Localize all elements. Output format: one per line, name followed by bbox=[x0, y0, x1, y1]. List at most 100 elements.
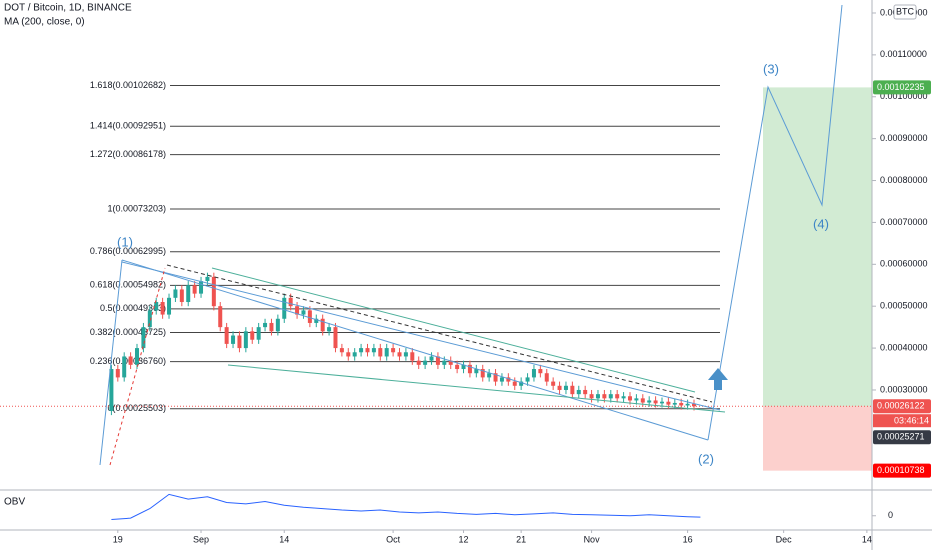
wave-label: (1) bbox=[117, 234, 133, 249]
stop-tag bbox=[873, 463, 931, 478]
candle-body bbox=[352, 352, 357, 357]
candle-body bbox=[653, 400, 658, 404]
candle-body bbox=[493, 373, 498, 382]
candle-body bbox=[679, 402, 684, 406]
candle-body bbox=[122, 356, 127, 378]
x-tick-label: 19 bbox=[113, 534, 123, 544]
candle-body bbox=[211, 276, 216, 307]
candle-body bbox=[627, 396, 632, 401]
candle-body bbox=[647, 400, 652, 403]
candle-body bbox=[307, 310, 312, 323]
candle-body bbox=[455, 364, 460, 370]
candle-body bbox=[135, 348, 140, 365]
candle-body bbox=[167, 297, 172, 315]
candle-body bbox=[525, 377, 530, 382]
fib-label: 1(0.00073203) bbox=[107, 203, 166, 213]
candle-body bbox=[467, 364, 472, 374]
candle-body bbox=[346, 352, 351, 357]
wave-label: (4) bbox=[813, 216, 829, 231]
candle-body bbox=[288, 297, 293, 307]
candle-body bbox=[218, 306, 223, 328]
countdown-tag bbox=[873, 414, 931, 428]
symbol-title: DOT / Bitcoin, 1D, BINANCE bbox=[4, 3, 132, 14]
candle-body bbox=[538, 369, 543, 374]
candle-body bbox=[263, 322, 268, 328]
candle-body bbox=[621, 396, 626, 399]
candle-body bbox=[416, 360, 421, 365]
x-tick-label: Nov bbox=[584, 534, 601, 544]
candle-body bbox=[199, 281, 204, 294]
candle-body bbox=[410, 352, 415, 361]
candle-body bbox=[576, 389, 581, 395]
obv-tick-label: 0 bbox=[888, 510, 893, 520]
candle-body bbox=[141, 327, 146, 349]
candle-body bbox=[666, 401, 671, 405]
candle-body bbox=[224, 327, 229, 344]
candle-body bbox=[160, 302, 165, 315]
candle-body bbox=[397, 352, 402, 357]
target-zone bbox=[763, 87, 872, 407]
candle-body bbox=[256, 327, 261, 340]
candle-body bbox=[391, 348, 396, 353]
channel-line bbox=[211, 267, 696, 393]
candle-body bbox=[474, 369, 479, 374]
fib-label: 0.618(0.00054982) bbox=[90, 280, 166, 290]
y-tick-label: 0.00030000 bbox=[880, 384, 928, 394]
candle-body bbox=[147, 310, 152, 328]
candle-body bbox=[583, 389, 588, 395]
candle-body bbox=[557, 385, 562, 390]
candle-body bbox=[384, 348, 389, 357]
candle-body bbox=[186, 285, 191, 303]
candle-body bbox=[179, 289, 184, 303]
candle-body bbox=[672, 402, 677, 405]
x-tick-label: 14 bbox=[279, 534, 289, 544]
obv-line bbox=[111, 493, 701, 521]
candle-body bbox=[640, 398, 645, 403]
y-tick-label: 0.00070000 bbox=[880, 217, 928, 227]
fib-label: 1.618(0.00102682) bbox=[90, 80, 166, 90]
candle-body bbox=[250, 331, 255, 340]
channel-line bbox=[121, 261, 721, 411]
candle-body bbox=[429, 356, 434, 361]
fib-label: 0(0.00025503) bbox=[107, 403, 166, 413]
candle-body bbox=[237, 335, 242, 349]
candle-body bbox=[499, 377, 504, 382]
candle-body bbox=[519, 381, 524, 386]
candle-body bbox=[333, 327, 338, 349]
candle-body bbox=[301, 310, 306, 315]
wave-label: (2) bbox=[698, 451, 714, 466]
fib-label: 0.382(0.00043725) bbox=[90, 327, 166, 337]
trend-line bbox=[166, 264, 713, 403]
candle-body bbox=[442, 360, 447, 365]
candle-body bbox=[371, 348, 376, 353]
candle-body bbox=[589, 394, 594, 399]
x-tick-label: Oct bbox=[386, 534, 401, 544]
x-tick-label: 16 bbox=[683, 534, 693, 544]
candle-body bbox=[608, 394, 613, 399]
candle-body bbox=[154, 302, 159, 311]
drawings bbox=[99, 4, 843, 466]
channel-line bbox=[121, 259, 709, 441]
fib-label: 1.414(0.00092951) bbox=[90, 121, 166, 131]
candle-body bbox=[205, 276, 210, 282]
price-tag bbox=[873, 399, 931, 414]
candle-body bbox=[512, 381, 517, 386]
candle-body bbox=[595, 394, 600, 399]
candle-body bbox=[282, 297, 287, 319]
candle-body bbox=[295, 306, 300, 315]
axes: 0.00030000 0.00040000 0.00050000 0.00060000… bbox=[113, 4, 931, 544]
candle-body bbox=[692, 403, 697, 407]
indicator-title: MA (200, close, 0) bbox=[4, 17, 85, 28]
candle-body bbox=[339, 348, 344, 353]
candle-body bbox=[269, 322, 274, 332]
candle-body bbox=[506, 377, 511, 382]
y-tick-label: 0.00040000 bbox=[880, 342, 928, 352]
trend-line bbox=[109, 267, 166, 466]
currency-label: BTC bbox=[896, 6, 915, 16]
fib-label: 0.786(0.00062995) bbox=[90, 246, 166, 256]
x-tick-label: 21 bbox=[516, 534, 526, 544]
candle-body bbox=[231, 335, 236, 344]
fib-label: 0.236(0.00036760) bbox=[90, 356, 166, 366]
candle-body bbox=[551, 381, 556, 386]
stop-zone bbox=[763, 406, 872, 471]
